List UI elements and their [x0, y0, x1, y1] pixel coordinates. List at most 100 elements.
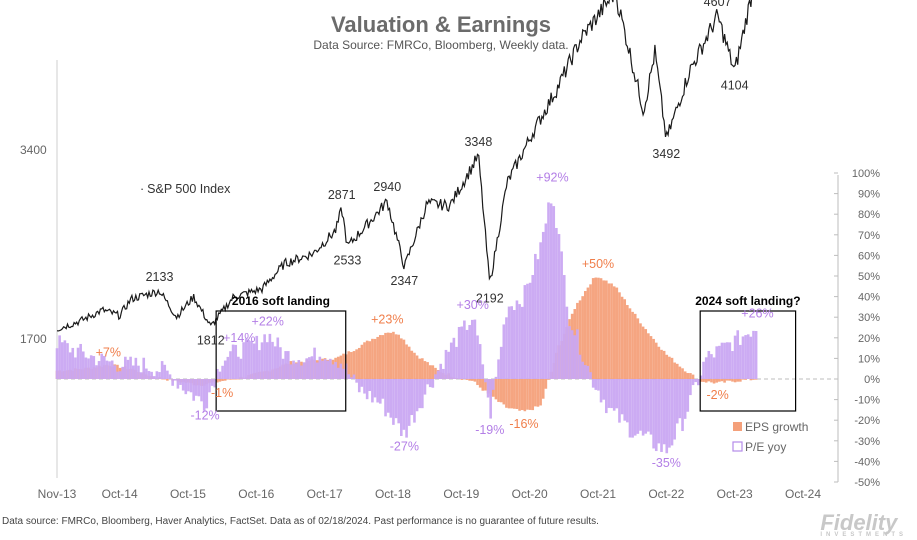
- pe-bar: [137, 365, 140, 379]
- eps-bar: [662, 350, 666, 379]
- eps-bar: [373, 338, 377, 379]
- eps-bar: [494, 379, 498, 400]
- pe-bar: [397, 379, 400, 424]
- eps-bar: [428, 365, 432, 379]
- pe-bar: [562, 275, 566, 379]
- pe-bar: [223, 360, 227, 379]
- pe-bar: [615, 379, 619, 409]
- pe-bar: [620, 379, 624, 415]
- pe-bar: [242, 342, 245, 379]
- pe-bar: [660, 379, 663, 452]
- pe-bar: [84, 357, 88, 379]
- eps-bar: [505, 379, 508, 408]
- pe-bar: [184, 379, 188, 395]
- right-tick-14: -40%: [854, 456, 880, 468]
- fidelity-logo-text: Fidelity: [820, 510, 898, 535]
- pe-bar: [263, 334, 266, 379]
- pe-bar: [442, 368, 445, 379]
- eps-bar: [681, 368, 684, 379]
- eps-bar: [547, 379, 550, 380]
- soft-landing-title-1: 2024 soft landing?: [695, 294, 800, 308]
- pe-bar: [71, 347, 75, 379]
- pe-bar: [95, 365, 98, 379]
- pe-bar: [113, 365, 117, 379]
- pe-bar: [105, 360, 109, 379]
- pe-bar: [103, 355, 106, 379]
- chart-title: Valuation & Earnings: [331, 12, 551, 37]
- valuation-earnings-chart: Valuation & Earnings Data Source: FMRCo,…: [20, 0, 881, 501]
- right-tick-8: 20%: [858, 333, 880, 345]
- pe-bar: [208, 379, 211, 393]
- eps-bar: [736, 379, 740, 382]
- eps-bar: [599, 278, 603, 379]
- right-tick-12: -20%: [854, 415, 880, 427]
- pe-bar: [683, 379, 687, 419]
- eps-bar: [615, 287, 619, 379]
- pe-bar: [657, 379, 661, 444]
- pe-bar: [187, 379, 190, 392]
- pe-bar: [428, 379, 432, 388]
- eps-label-0: +7%: [96, 346, 121, 360]
- pe-bar: [334, 362, 337, 379]
- eps-bar: [392, 331, 395, 379]
- pe-bar: [331, 364, 335, 379]
- pe-bar: [602, 379, 605, 400]
- pe-bar: [60, 342, 64, 379]
- eps-bar: [163, 379, 167, 380]
- eps-bar: [749, 379, 753, 381]
- eps-bar: [423, 361, 427, 379]
- eps-bar: [628, 308, 632, 379]
- pe-bar: [410, 379, 414, 416]
- pe-bar: [163, 364, 167, 379]
- pe-bar: [313, 347, 316, 379]
- eps-bar: [397, 334, 400, 379]
- spx-label-7: 2192: [476, 291, 504, 305]
- eps-bar: [518, 379, 521, 411]
- pe-bar: [526, 283, 529, 379]
- pe-bar: [237, 356, 240, 379]
- pe-bar: [610, 379, 613, 409]
- pe-bar: [376, 379, 379, 403]
- pe-bar: [720, 342, 724, 379]
- pe-bar: [195, 379, 198, 396]
- pe-bar: [731, 351, 734, 379]
- pe-bar: [555, 227, 558, 379]
- pe-bar: [439, 363, 443, 379]
- pe-bar: [192, 379, 195, 401]
- pe-label-1: +14%: [223, 331, 255, 345]
- pe-bar: [126, 359, 130, 379]
- eps-bar: [218, 379, 222, 382]
- pe-bar: [318, 356, 322, 379]
- pe-bar: [623, 379, 627, 421]
- eps-bar: [675, 363, 679, 379]
- eps-bar: [744, 379, 747, 380]
- pe-bar: [294, 363, 298, 379]
- eps-label-5: -2%: [706, 388, 728, 402]
- eps-bar: [221, 379, 224, 381]
- spx-label-4: 2940: [373, 180, 401, 194]
- eps-bar: [394, 334, 398, 379]
- pe-bar: [447, 351, 450, 379]
- pe-bar: [415, 379, 419, 412]
- x-tick-3: Oct-16: [238, 487, 274, 501]
- pe-bar: [728, 342, 732, 379]
- eps-bar: [360, 344, 364, 379]
- pe-bar: [583, 365, 587, 379]
- pe-bar: [697, 379, 700, 386]
- pe-bar: [158, 372, 161, 379]
- pe-label-3: -27%: [390, 440, 419, 454]
- eps-bar: [707, 379, 711, 382]
- pe-bar: [160, 361, 164, 379]
- pe-bar: [744, 335, 747, 379]
- pe-bar: [108, 361, 111, 379]
- pe-bar: [668, 379, 671, 448]
- pe-bar: [58, 335, 61, 379]
- pe-bar: [321, 360, 324, 379]
- spx-label-11: 4104: [721, 79, 749, 93]
- pe-bar: [152, 376, 156, 379]
- eps-bar: [631, 311, 634, 379]
- eps-bar: [410, 350, 414, 379]
- eps-bar: [160, 378, 164, 380]
- pe-bar: [110, 360, 114, 379]
- pe-bar: [121, 366, 125, 379]
